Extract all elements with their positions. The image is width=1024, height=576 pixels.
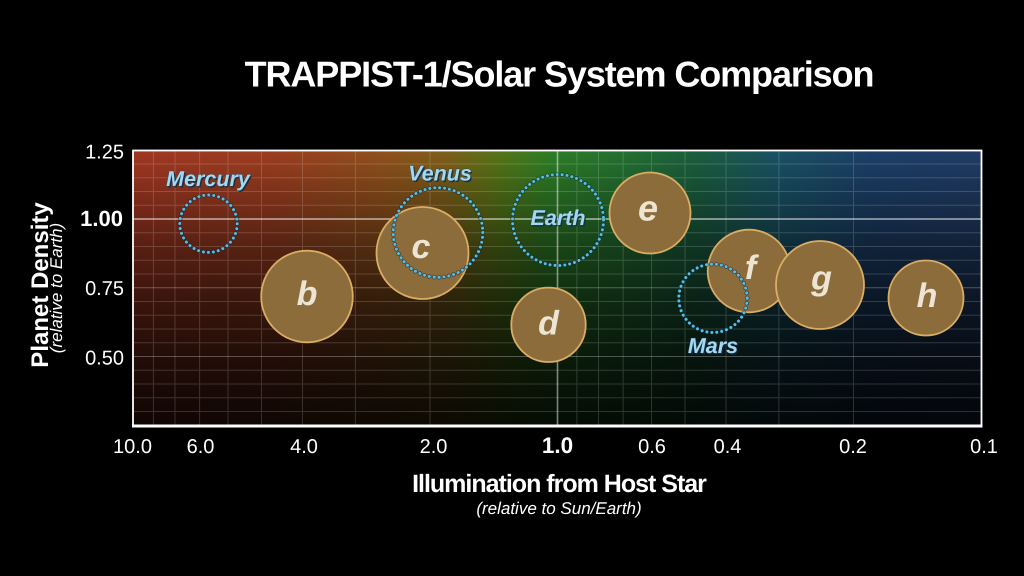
svg-text:Mercury: Mercury <box>168 169 253 193</box>
svg-text:g: g <box>810 260 832 298</box>
svg-text:0.2: 0.2 <box>839 436 867 458</box>
svg-text:2.0: 2.0 <box>420 436 448 458</box>
svg-text:1.25: 1.25 <box>85 141 124 163</box>
svg-text:e: e <box>638 188 658 229</box>
svg-text:f: f <box>745 249 760 287</box>
svg-text:Venus: Venus <box>410 163 474 187</box>
svg-text:Earth: Earth <box>531 206 586 230</box>
svg-text:10.0: 10.0 <box>113 436 152 458</box>
svg-text:0.4: 0.4 <box>714 436 742 458</box>
svg-text:4.0: 4.0 <box>290 436 318 458</box>
svg-text:1.0: 1.0 <box>542 433 573 458</box>
svg-text:Mars: Mars <box>689 336 739 360</box>
svg-text:Earth: Earth <box>532 208 587 232</box>
svg-text:h: h <box>917 277 938 315</box>
svg-text:TRAPPIST-1/Solar System Compar: TRAPPIST-1/Solar System Comparison <box>245 54 874 95</box>
svg-text:(relative to Sun/Earth): (relative to Sun/Earth) <box>476 499 641 518</box>
svg-text:c: c <box>412 228 431 266</box>
svg-text:Mercury: Mercury <box>166 167 251 191</box>
svg-text:0.6: 0.6 <box>638 436 666 458</box>
svg-text:0.1: 0.1 <box>970 436 998 458</box>
svg-text:Planet Density: Planet Density <box>27 202 54 368</box>
svg-text:(relative to Earth): (relative to Earth) <box>47 223 66 353</box>
svg-text:Illumination from Host Star: Illumination from Host Star <box>412 470 707 498</box>
svg-text:1.00: 1.00 <box>80 206 123 231</box>
svg-text:6.0: 6.0 <box>187 436 215 458</box>
svg-text:0.50: 0.50 <box>85 347 124 369</box>
svg-text:Mars: Mars <box>688 334 738 358</box>
svg-text:b: b <box>297 275 318 313</box>
svg-text:d: d <box>538 305 560 343</box>
svg-text:0.75: 0.75 <box>85 278 124 300</box>
svg-text:Venus: Venus <box>408 162 472 186</box>
